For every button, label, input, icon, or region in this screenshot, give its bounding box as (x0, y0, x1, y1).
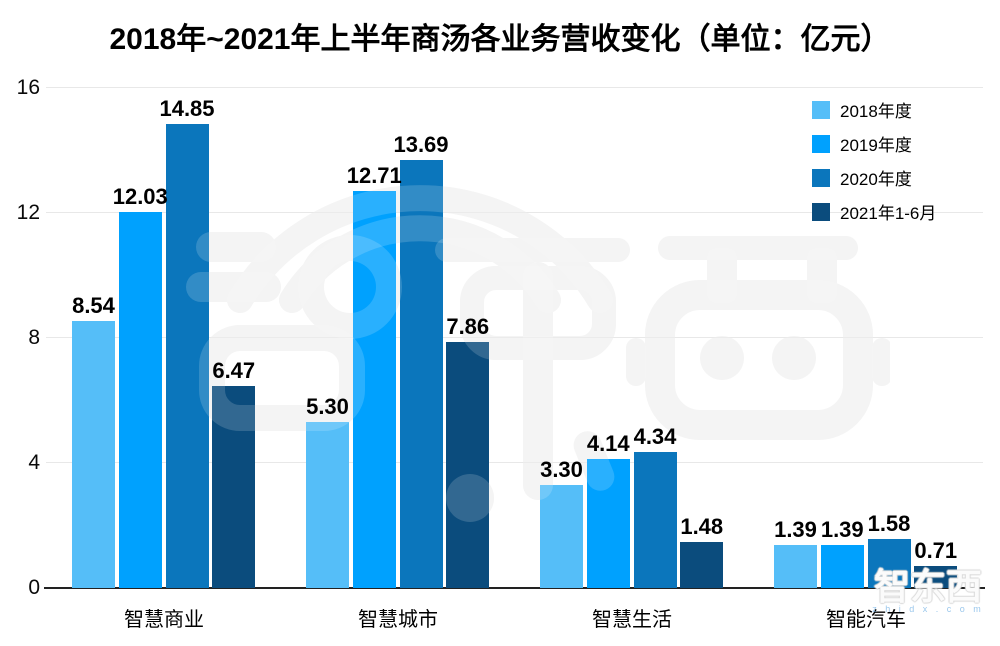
bar-value-label: 1.58 (867, 511, 911, 536)
legend-item: 2018年度 (812, 97, 936, 122)
bar (352, 191, 396, 588)
bar (867, 539, 911, 588)
bar-value-label: 13.69 (393, 132, 449, 157)
legend-item: 2019年度 (812, 131, 936, 156)
bar-value-label: 0.71 (914, 538, 958, 563)
category-label: 智慧生活 (592, 609, 672, 631)
bar-value-label: 12.71 (346, 163, 402, 188)
x-axis-line (44, 587, 985, 589)
category-label: 智慧城市 (358, 609, 438, 631)
legend-label: 2018年度 (840, 102, 912, 121)
y-axis-tick-label: 0 (28, 576, 40, 599)
legend-label: 2019年度 (840, 136, 912, 155)
y-axis-tick-label: 8 (28, 326, 40, 349)
zhidongxi-logo-watermark-front (186, 185, 890, 522)
category-label: 智慧商业 (124, 609, 204, 631)
legend-swatch (812, 168, 830, 187)
legend-item: 2021年1-6月 (812, 199, 936, 224)
bar (774, 545, 817, 588)
bar (306, 422, 349, 588)
bar (72, 321, 115, 588)
bar-value-label: 3.30 (540, 457, 583, 482)
bar (914, 566, 958, 588)
y-axis-tick-label: 4 (28, 451, 40, 474)
bar (633, 452, 677, 588)
legend-label: 2020年度 (840, 170, 912, 189)
legend-swatch (812, 100, 830, 119)
y-axis-tick-label: 16 (16, 76, 40, 99)
bar (399, 160, 443, 588)
legend-item: 2020年度 (812, 165, 936, 190)
bar (446, 342, 490, 588)
chart-title: 2018年~2021年上半年商汤各业务营收变化（单位：亿元） (109, 23, 891, 56)
bar (212, 386, 256, 588)
bar (680, 542, 724, 588)
legend-swatch (812, 202, 830, 221)
bar (820, 545, 864, 588)
bar (540, 485, 583, 588)
bar-value-label: 14.85 (159, 96, 215, 121)
gridline (46, 462, 983, 463)
legend-label: 2021年1-6月 (840, 204, 937, 223)
legend-swatch (812, 134, 830, 153)
bar-value-label: 1.39 (774, 517, 817, 542)
bar-value-label: 1.39 (820, 517, 864, 542)
bar-value-label: 8.54 (72, 293, 115, 318)
bar (118, 212, 162, 588)
gridline (46, 87, 983, 88)
zhidongxi-logo-watermark-back (186, 185, 890, 522)
bar-value-label: 12.03 (112, 184, 168, 209)
bar-value-label: 1.48 (680, 514, 724, 539)
bar-value-label: 5.30 (306, 394, 349, 419)
category-label: 智能汽车 (826, 609, 906, 631)
bar-value-label: 7.86 (446, 314, 490, 339)
bar-value-label: 4.34 (633, 424, 677, 449)
bar-value-label: 6.47 (212, 358, 256, 383)
y-axis-tick-label: 12 (16, 201, 40, 224)
chart-legend: 2018年度 2019年度 2020年度 2021年1-6月 (812, 97, 936, 224)
